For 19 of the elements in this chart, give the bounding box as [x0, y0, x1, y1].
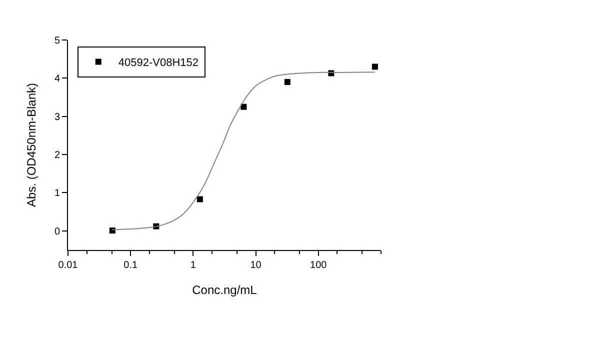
x-tick-label: 0.01 [58, 260, 78, 271]
x-tick-label: 10 [250, 260, 262, 271]
point [372, 64, 378, 70]
point [109, 228, 116, 234]
legend-label: 40592-V08H152 [118, 57, 199, 70]
point [240, 104, 247, 110]
y-tick-label: 0 [54, 226, 60, 238]
x-axis-title: Conc.ng/mL [192, 282, 258, 297]
y-axis-title: Abs. (OD450nm-Blank) [24, 82, 39, 208]
y-tick-label: 5 [54, 36, 60, 46]
x-tick-label: 1 [190, 260, 196, 271]
point [196, 196, 203, 202]
y-tick-label: 1 [54, 188, 60, 200]
y-tick-label: 3 [54, 112, 60, 123]
x-tick-label: 100 [310, 260, 328, 271]
y-tick-label: 2 [54, 150, 60, 162]
point [284, 79, 290, 85]
x-tick-label: 0.1 [124, 260, 138, 271]
y-tick-label: 4 [54, 74, 60, 85]
